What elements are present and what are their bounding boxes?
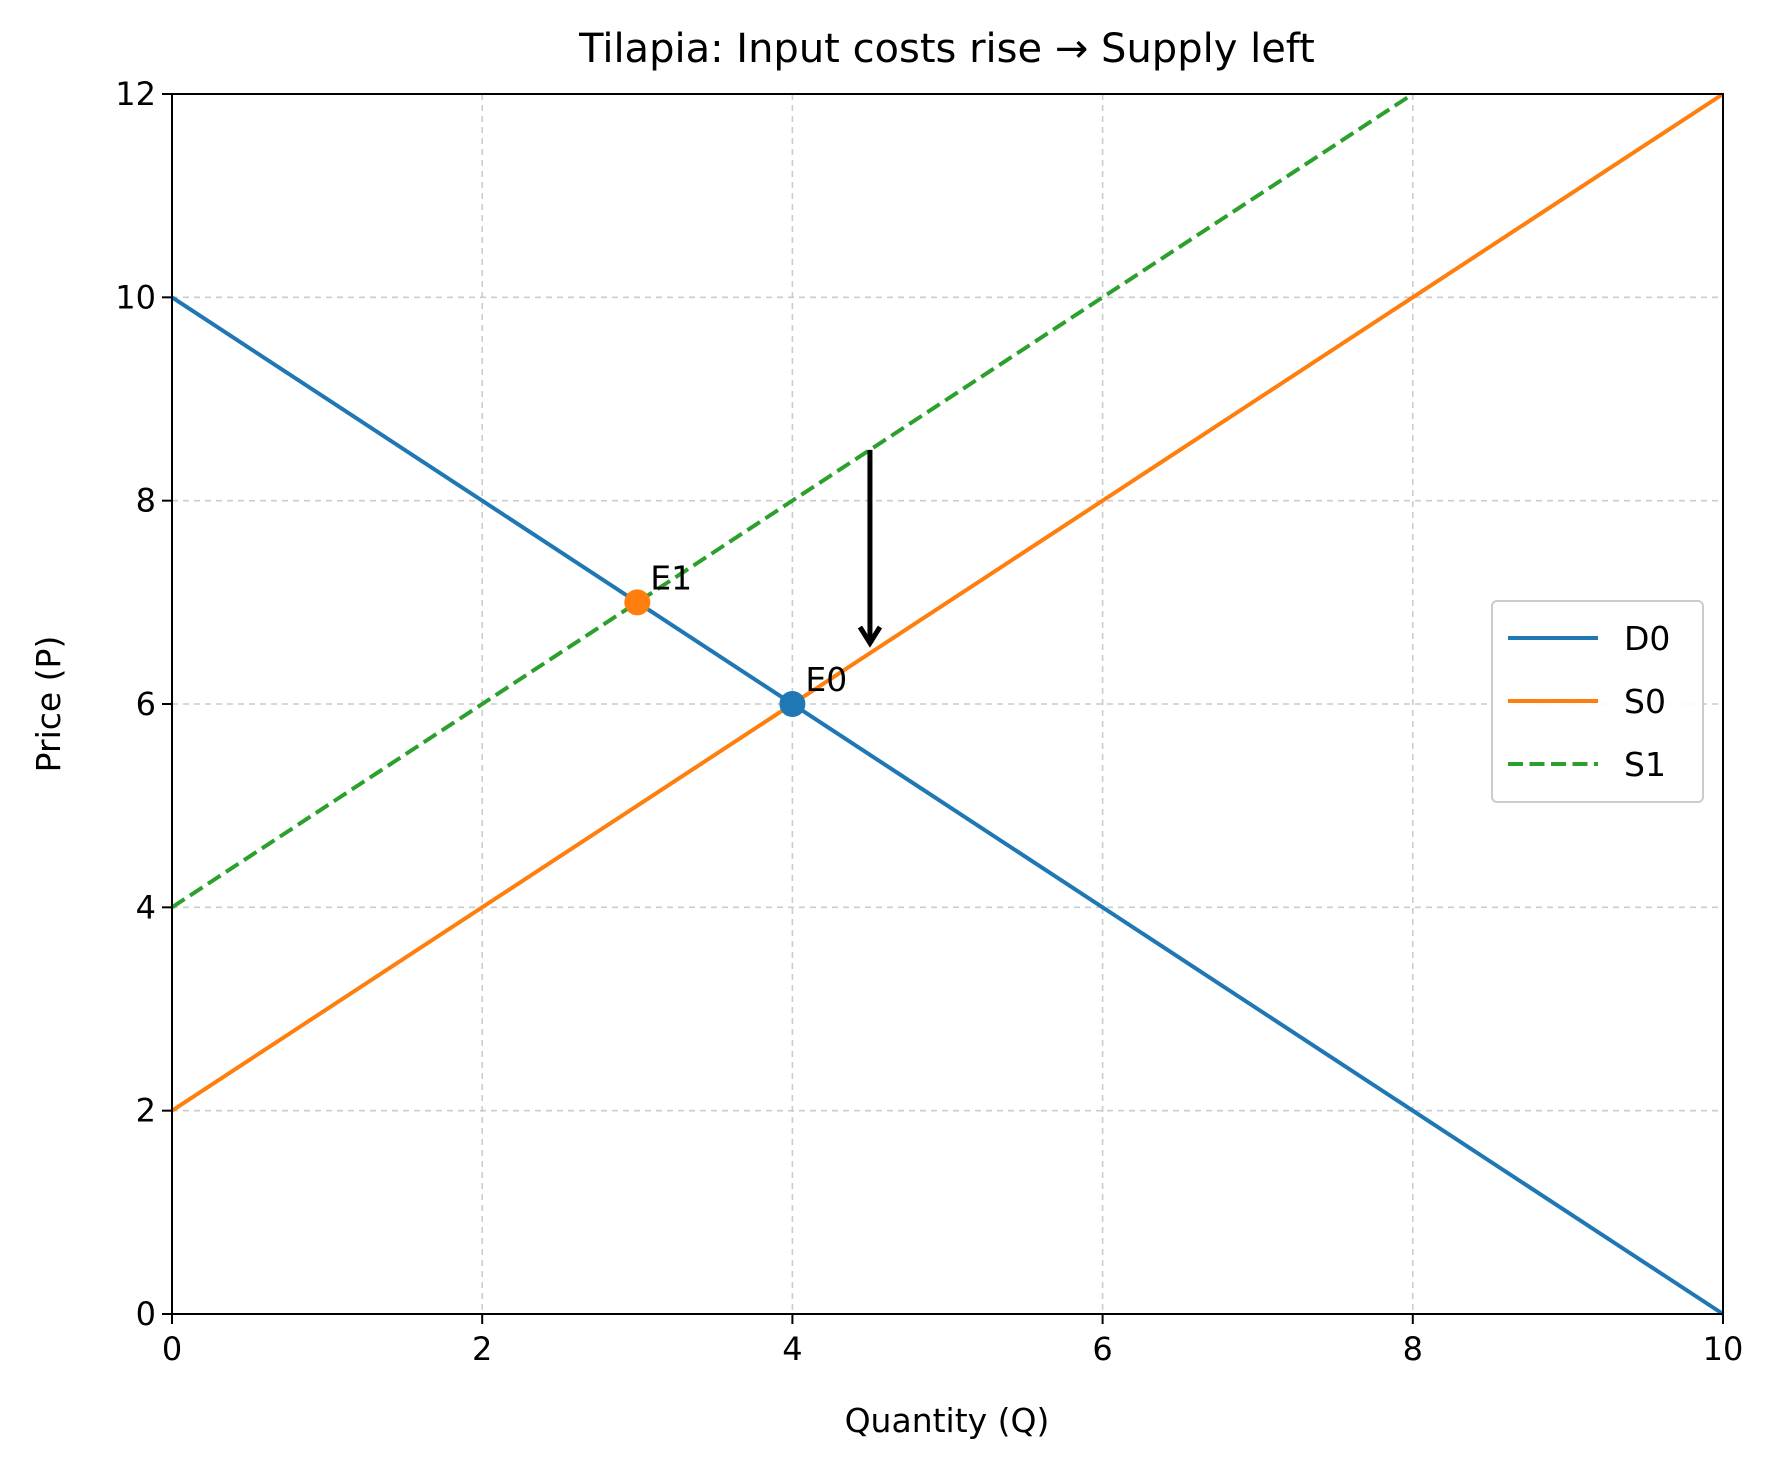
series-lines [170, 92, 1725, 1316]
point-e0 [779, 691, 806, 717]
axis-ticks: 0 2 4 6 8 10 0 2 4 6 8 10 12 [115, 75, 1743, 1368]
chart-title: Tilapia: Input costs rise → Supply left [578, 26, 1315, 72]
legend-label-s1: S1 [1624, 745, 1666, 784]
point-label-e0: E0 [805, 660, 847, 699]
series-line-d0 [170, 295, 1725, 1316]
equilibrium-points: E0 E1 [624, 558, 847, 717]
x-tick-label: 2 [472, 1330, 492, 1368]
x-tick-label: 8 [1403, 1330, 1423, 1368]
x-tick-label: 6 [1092, 1330, 1112, 1368]
y-tick-label: 8 [136, 482, 156, 520]
x-tick-label: 4 [782, 1330, 802, 1368]
shift-arrow-group [857, 449, 883, 648]
y-tick-label: 2 [136, 1092, 156, 1130]
y-tick-label: 0 [136, 1295, 156, 1333]
point-e1 [624, 589, 651, 616]
y-tick-label: 10 [115, 278, 156, 316]
y-axis-label: Price (P) [29, 636, 68, 773]
series-line-s1 [170, 92, 1414, 910]
legend-label-d0: D0 [1624, 619, 1670, 658]
point-label-e1: E1 [650, 558, 692, 597]
series-line-s0 [170, 92, 1725, 1113]
x-tick-label: 10 [1703, 1330, 1744, 1368]
x-tick-label: 0 [162, 1330, 182, 1368]
x-axis-label: Quantity (Q) [845, 1401, 1050, 1440]
legend: D0 S0 S1 [1491, 600, 1704, 803]
legend-label-s0: S0 [1624, 682, 1666, 721]
shift-arrow-head [857, 625, 883, 648]
y-tick-label: 12 [115, 75, 156, 113]
y-tick-label: 4 [136, 888, 156, 926]
y-tick-label: 6 [136, 685, 156, 723]
